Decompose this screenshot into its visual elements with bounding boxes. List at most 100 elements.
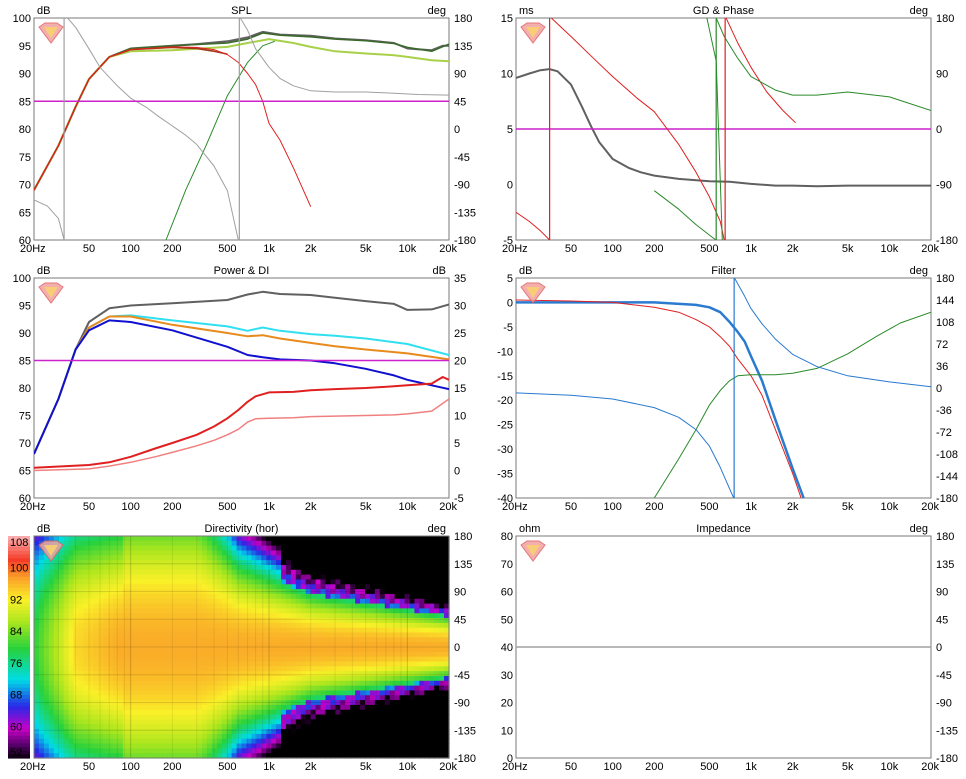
y2-tick-label: 20 (454, 356, 466, 368)
y2-tick-label: 30 (454, 301, 466, 313)
series-group (516, 18, 931, 240)
x-tick-label: 20Hz (20, 761, 46, 773)
y2-tick-label: -45 (454, 152, 470, 164)
x-tick-label: 1k (745, 501, 757, 513)
colorbar-tick-label: 100 (10, 563, 28, 575)
x-tick-label: 20k (439, 501, 457, 513)
y-tick-label: -10 (497, 346, 513, 358)
y2-tick-label: 108 (936, 317, 954, 329)
right-axis-unit: dB (433, 265, 446, 277)
right-axis-unit: deg (910, 5, 928, 17)
x-tick-label: 2k (787, 501, 799, 513)
y2-tick-label: 0 (454, 124, 460, 136)
x-tick-label: 500 (700, 501, 718, 513)
y2-tick-label: 0 (936, 124, 942, 136)
y2-axis-labels: -5 0 5 10 15 20 25 30 35 (454, 273, 466, 505)
y2-tick-label: -180 (454, 753, 476, 765)
x-tick-label: 2k (787, 243, 799, 255)
y-tick-label: 100 (13, 13, 31, 25)
y-tick-label: 75 (19, 411, 31, 423)
x-tick-label: 100 (122, 243, 140, 255)
x-tick-label: 10k (398, 501, 416, 513)
chart-title: SPL (231, 5, 252, 17)
y-tick-label: 10 (501, 725, 513, 737)
y-tick-label: 40 (501, 642, 513, 654)
chart-title: Directivity (hor) (205, 523, 279, 535)
y2-axis-labels: -180 -135 -90 -45 0 45 90 135 180 (454, 13, 476, 247)
left-axis-unit: dB (37, 523, 50, 535)
y2-tick-label: 15 (454, 383, 466, 395)
x-tick-label: 500 (218, 501, 236, 513)
plot-frame (33, 535, 450, 759)
y2-tick-label: 45 (454, 96, 466, 108)
x-tick-label: 20k (439, 761, 457, 773)
y2-tick-label: -180 (936, 753, 958, 765)
x-tick-label: 2k (305, 501, 317, 513)
y2-axis-labels: -180 -90 0 90 180 (936, 13, 958, 247)
series-line-green (715, 18, 931, 111)
left-axis-unit: ms (519, 5, 534, 17)
x-tick-label: 50 (565, 243, 577, 255)
series-line-salmon (34, 398, 449, 472)
x-tick-label: 1k (263, 501, 275, 513)
x-tick-label: 10k (880, 243, 898, 255)
y2-tick-label: -90 (454, 698, 470, 710)
x-tick-label: 20Hz (20, 243, 46, 255)
y2-tick-label: 0 (454, 466, 460, 478)
y-tick-label: 0 (507, 180, 513, 192)
x-tick-label: 20k (921, 761, 939, 773)
y2-tick-label: 0 (936, 383, 942, 395)
x-tick-label: 20Hz (502, 243, 528, 255)
x-tick-label: 50 (565, 501, 577, 513)
y2-tick-label: 180 (936, 531, 954, 543)
y2-tick-label: -45 (936, 670, 952, 682)
x-tick-label: 2k (305, 761, 317, 773)
x-tick-label: 5k (360, 761, 372, 773)
y-axis-labels: -40 -35 -30 -25 -20 -15 -10 -5 0 5 (497, 273, 513, 505)
y-tick-label: 70 (19, 180, 31, 192)
x-tick-label: 100 (122, 501, 140, 513)
y-tick-label: -15 (497, 371, 513, 383)
colorbar-tick-label: 52 (10, 747, 22, 759)
x-tick-label: 5k (360, 243, 372, 255)
y2-tick-label: -72 (936, 427, 952, 439)
y2-tick-label: -135 (454, 207, 476, 219)
y-tick-label: -30 (497, 444, 513, 456)
x-tick-label: 1k (263, 761, 275, 773)
chart-title: GD & Phase (693, 5, 754, 17)
x-tick-label: 100 (604, 501, 622, 513)
right-axis-unit: deg (910, 523, 928, 535)
y2-tick-label: -135 (454, 725, 476, 737)
y2-tick-label: 135 (936, 559, 954, 571)
y2-tick-label: 180 (454, 13, 472, 25)
y2-tick-label: -45 (454, 670, 470, 682)
x-tick-label: 1k (745, 761, 757, 773)
y2-tick-label: 45 (936, 614, 948, 626)
y2-tick-label: 180 (936, 13, 954, 25)
spl-panel[interactable]: SPL dB deg 20Hz 50 100 200 500 1k 2k 5k 10k 20k 60 65 7… (13, 5, 476, 255)
right-axis-unit: deg (428, 523, 446, 535)
x-tick-label: 200 (645, 243, 663, 255)
x-axis-labels: 20Hz 50 100 200 500 1k 2k 5k 10k 20k (502, 501, 939, 513)
x-tick-label: 20Hz (20, 501, 46, 513)
directivity-panel[interactable]: 52 60 68 76 84 92 100 108 Directivity (hor) dB deg… (8, 523, 476, 773)
logo-icon (520, 22, 546, 44)
x-tick-label: 5k (842, 243, 854, 255)
x-tick-label: 500 (218, 243, 236, 255)
y-tick-label: 65 (19, 466, 31, 478)
x-tick-label: 50 (83, 243, 95, 255)
series-group (34, 290, 449, 472)
y-tick-label: 20 (501, 698, 513, 710)
y-tick-label: 70 (19, 438, 31, 450)
y-tick-label: 70 (501, 559, 513, 571)
series-line-dark-gray (34, 290, 449, 455)
y2-tick-label: 25 (454, 328, 466, 340)
y2-tick-label: 5 (454, 438, 460, 450)
plot-frame (515, 277, 932, 499)
y2-tick-label: 135 (454, 559, 472, 571)
